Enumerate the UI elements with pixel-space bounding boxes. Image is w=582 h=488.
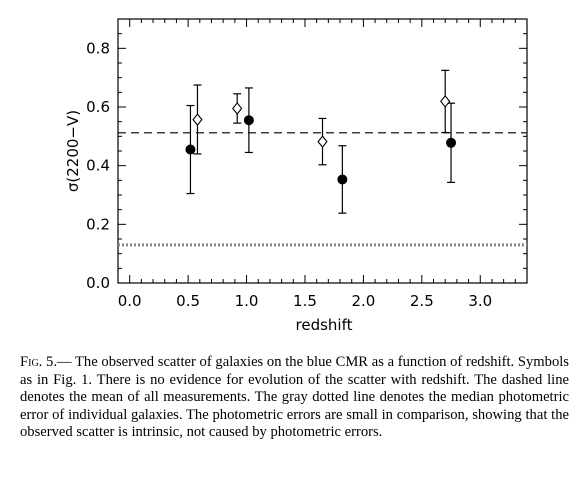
scatter-chart: 0.0 0.5 1.0 1.5 2.0 2.5 3.0 0.0 0.2 0.4 0.6 0.8 red…: [64, 18, 528, 334]
figure-caption: Fig. 5.— The observed scatter of galaxie…: [20, 354, 569, 442]
open-diamond-point: [232, 102, 243, 115]
x-tick-label: 1.5: [293, 292, 317, 310]
y-tick-label: 0.4: [86, 157, 110, 175]
x-tick-label: 0.5: [176, 292, 200, 310]
plot-layer: 0.0 0.5 1.0 1.5 2.0 2.5 3.0 0.0 0.2 0.4 0.6 0.8: [86, 18, 528, 310]
y-axis-label: σ(2200−V): [64, 110, 82, 192]
x-tick-label: 3.0: [468, 292, 492, 310]
open-diamond-point: [440, 95, 451, 108]
filled-circle-point: [243, 115, 254, 126]
filled-circle-point: [337, 174, 348, 185]
y-tick-label: 0.2: [86, 215, 110, 233]
y-tick-label: 0.0: [86, 274, 110, 292]
open-diamond-point: [317, 135, 328, 148]
x-tick-label: 0.0: [118, 292, 142, 310]
filled-circle-point: [185, 144, 196, 155]
caption-text: — The observed scatter of galaxies on th…: [20, 354, 569, 440]
x-tick-label: 2.0: [351, 292, 375, 310]
open-diamond-point: [192, 113, 203, 126]
filled-circle-point: [446, 137, 457, 148]
x-tick-label: 2.5: [410, 292, 434, 310]
figure-label: Fig. 5.: [20, 354, 57, 370]
x-tick-label: 1.0: [235, 292, 259, 310]
x-axis-label: redshift: [296, 316, 353, 334]
y-tick-label: 0.6: [86, 98, 110, 116]
y-tick-label: 0.8: [86, 39, 110, 57]
